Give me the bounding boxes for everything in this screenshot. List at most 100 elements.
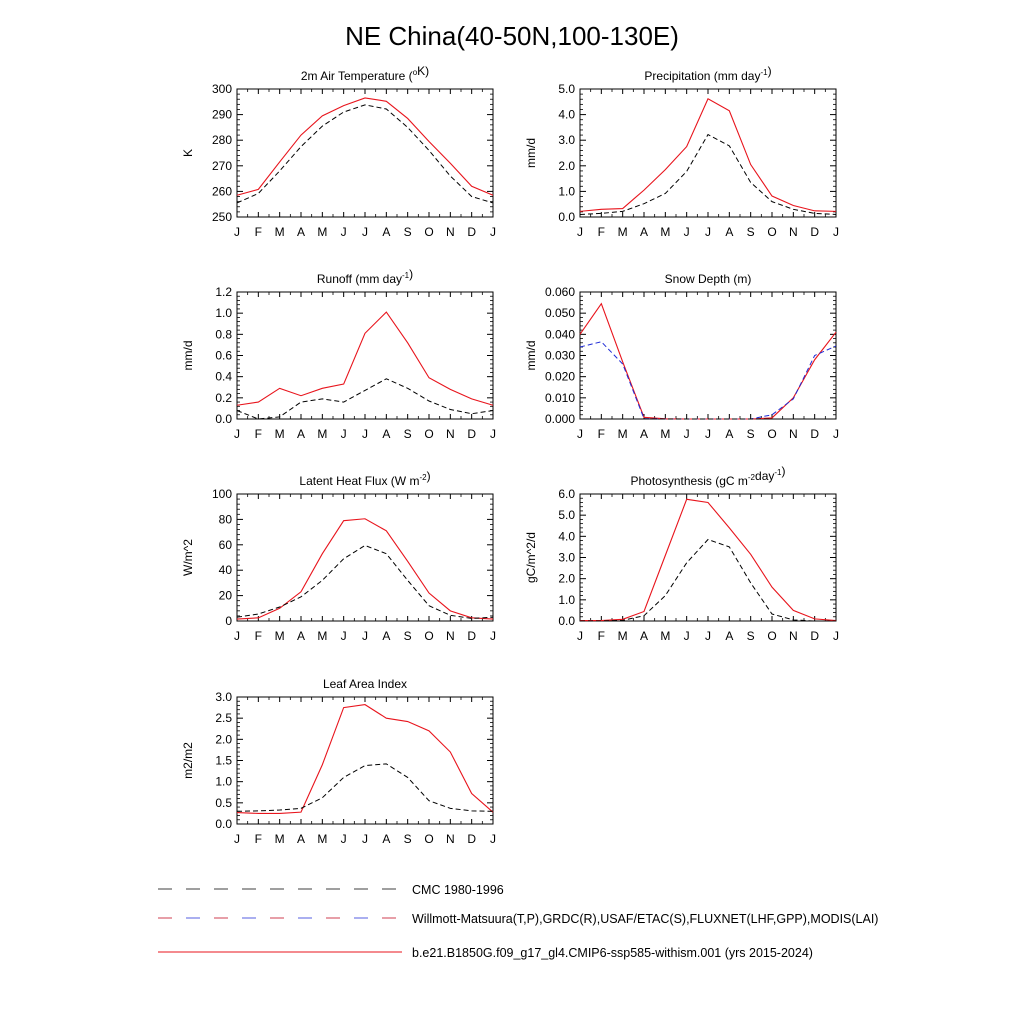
x-tick-label: A bbox=[725, 629, 733, 643]
x-tick-label: J bbox=[577, 225, 583, 239]
x-tick-label: J bbox=[705, 427, 711, 441]
y-tick-label: 0 bbox=[225, 614, 232, 628]
y-tick-label: 4.0 bbox=[558, 108, 575, 122]
y-tick-label: 1.2 bbox=[215, 285, 232, 299]
plot-frame bbox=[236, 493, 494, 622]
plot-frame bbox=[236, 88, 494, 218]
panel-title-part: Runoff (mm day bbox=[317, 272, 402, 286]
x-tick-label: J bbox=[577, 427, 583, 441]
x-tick-label: J bbox=[684, 629, 690, 643]
series-model-line bbox=[236, 97, 494, 196]
y-tick-label: 0.000 bbox=[545, 412, 575, 426]
x-tick-label: D bbox=[810, 427, 819, 441]
y-tick-label: 2.0 bbox=[215, 732, 232, 746]
panel-title-part: ) bbox=[768, 64, 772, 78]
plot-frame bbox=[579, 493, 837, 622]
x-tick-label: J bbox=[362, 832, 368, 846]
series-cmc-line bbox=[236, 544, 494, 619]
x-tick-label: F bbox=[255, 427, 262, 441]
x-tick-label: J bbox=[341, 832, 347, 846]
x-tick-label: N bbox=[446, 427, 455, 441]
y-tick-label: 1.0 bbox=[215, 775, 232, 789]
x-tick-label: S bbox=[747, 427, 755, 441]
x-tick-label: M bbox=[618, 427, 628, 441]
series-model-line bbox=[579, 97, 837, 212]
x-tick-label: F bbox=[598, 629, 605, 643]
x-tick-label: J bbox=[490, 427, 496, 441]
legend-cmc-label: CMC 1980-1996 bbox=[412, 883, 504, 897]
figure-title: NE China(40-50N,100-130E) bbox=[345, 21, 679, 51]
x-tick-label: O bbox=[767, 629, 776, 643]
x-tick-label: J bbox=[490, 629, 496, 643]
y-axis-label: K bbox=[181, 149, 195, 157]
y-tick-label: 0.010 bbox=[545, 391, 575, 405]
x-tick-label: J bbox=[833, 427, 839, 441]
x-tick-label: F bbox=[598, 225, 605, 239]
y-tick-label: 3.0 bbox=[558, 133, 575, 147]
plot-frame bbox=[236, 291, 494, 420]
x-tick-label: A bbox=[640, 427, 648, 441]
panel-title: 2m Air Temperature (oK) bbox=[301, 64, 429, 83]
x-tick-label: M bbox=[275, 629, 285, 643]
x-tick-label: J bbox=[234, 832, 240, 846]
y-tick-label: 280 bbox=[212, 133, 232, 147]
x-tick-label: O bbox=[424, 427, 433, 441]
x-tick-label: S bbox=[404, 225, 412, 239]
x-tick-label: J bbox=[833, 225, 839, 239]
x-tick-label: M bbox=[275, 427, 285, 441]
x-tick-label: M bbox=[317, 629, 327, 643]
y-tick-label: 3.0 bbox=[558, 551, 575, 565]
panel-title-part: Snow Depth (m) bbox=[665, 272, 752, 286]
y-tick-label: 0.0 bbox=[558, 614, 575, 628]
x-tick-label: A bbox=[382, 832, 390, 846]
panel-title-sup: -2 bbox=[419, 473, 427, 482]
y-tick-label: 40 bbox=[219, 563, 233, 577]
panel-title-part: 2m Air Temperature ( bbox=[301, 69, 413, 83]
x-tick-label: M bbox=[317, 225, 327, 239]
series-model-line bbox=[236, 704, 494, 814]
x-tick-label: M bbox=[317, 832, 327, 846]
y-tick-label: 5.0 bbox=[558, 82, 575, 96]
x-tick-label: N bbox=[789, 427, 798, 441]
x-tick-label: J bbox=[490, 832, 496, 846]
x-tick-label: D bbox=[810, 225, 819, 239]
x-tick-label: A bbox=[382, 629, 390, 643]
y-tick-label: 0.6 bbox=[215, 349, 232, 363]
y-tick-label: 0.5 bbox=[215, 796, 232, 810]
series-model-line bbox=[236, 311, 494, 406]
y-tick-label: 270 bbox=[212, 159, 232, 173]
panel-6: J F M A M J J A S O N D J0.01.02.03.04.05.06.0Photos… bbox=[524, 464, 839, 643]
panel-title: Photosynthesis (gC m-2day-1) bbox=[631, 464, 786, 488]
x-tick-label: O bbox=[424, 629, 433, 643]
panel-2: J F M A M J J A S O N D J0.01.02.03.04.05.0Precipita… bbox=[524, 64, 839, 239]
x-tick-label: N bbox=[446, 832, 455, 846]
x-tick-label: J bbox=[362, 225, 368, 239]
x-tick-label: A bbox=[382, 427, 390, 441]
y-axis-label: mm/d bbox=[524, 341, 538, 371]
x-tick-label: F bbox=[255, 832, 262, 846]
panel-title-sup: -2 bbox=[748, 473, 756, 482]
series-cmc-line bbox=[236, 763, 494, 812]
panel-title: Latent Heat Flux (W m-2) bbox=[299, 469, 430, 488]
y-tick-label: 300 bbox=[212, 82, 232, 96]
panel-title-part: day bbox=[755, 469, 774, 483]
x-tick-label: F bbox=[255, 629, 262, 643]
series-obs-line bbox=[579, 341, 837, 420]
x-tick-label: J bbox=[833, 629, 839, 643]
x-tick-label: J bbox=[341, 629, 347, 643]
y-tick-label: 5.0 bbox=[558, 508, 575, 522]
legend-model-label: b.e21.B1850G.f09_g17_gl4.CMIP6-ssp585-wi… bbox=[412, 946, 813, 960]
x-tick-label: N bbox=[789, 629, 798, 643]
x-tick-label: J bbox=[234, 427, 240, 441]
y-tick-label: 0.020 bbox=[545, 370, 575, 384]
panel-3: J F M A M J J A S O N D J0.00.20.40.60.81.01.2Runoff… bbox=[181, 267, 496, 441]
x-tick-label: A bbox=[640, 225, 648, 239]
x-tick-label: J bbox=[362, 629, 368, 643]
y-tick-label: 3.0 bbox=[215, 690, 232, 704]
x-tick-label: S bbox=[747, 225, 755, 239]
x-tick-label: J bbox=[684, 225, 690, 239]
panel-title: Leaf Area Index bbox=[323, 677, 407, 691]
panel-title: Runoff (mm day-1) bbox=[317, 267, 413, 286]
x-tick-label: O bbox=[767, 427, 776, 441]
y-tick-label: 20 bbox=[219, 589, 233, 603]
